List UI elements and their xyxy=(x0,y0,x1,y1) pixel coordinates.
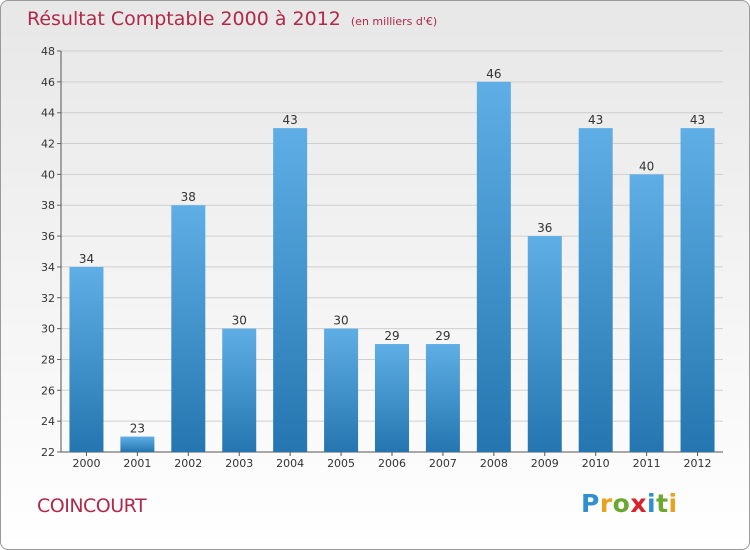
x-tick-label: 2008 xyxy=(480,457,508,470)
y-tick-label: 42 xyxy=(41,138,55,151)
bar-value-label: 34 xyxy=(79,252,94,266)
x-tick-label: 2009 xyxy=(531,457,559,470)
y-tick-label: 28 xyxy=(41,353,55,366)
bar xyxy=(578,128,613,452)
logo-letter: x xyxy=(630,489,647,518)
x-tick-label: 2003 xyxy=(225,457,253,470)
bar xyxy=(375,344,409,452)
y-tick-label: 38 xyxy=(41,199,55,212)
bar-value-label: 46 xyxy=(486,67,501,81)
bar xyxy=(324,328,359,452)
bar-value-label: 38 xyxy=(181,190,196,204)
bar-value-label: 43 xyxy=(690,113,705,127)
bar-value-label: 36 xyxy=(537,221,552,235)
proxiti-logo: Proxiti xyxy=(581,489,678,518)
logo-letter: t xyxy=(656,489,669,518)
bar xyxy=(222,328,257,452)
logo-letter: o xyxy=(612,489,631,518)
y-tick-label: 46 xyxy=(41,76,55,89)
bar xyxy=(629,174,664,452)
y-tick-label: 30 xyxy=(41,323,55,336)
bar xyxy=(680,128,715,452)
bar xyxy=(425,344,460,452)
y-tick-label: 34 xyxy=(41,261,55,274)
y-tick-label: 40 xyxy=(41,168,55,181)
y-tick-label: 24 xyxy=(41,415,55,428)
x-tick-label: 2005 xyxy=(327,457,355,470)
bar xyxy=(171,205,206,452)
bar-value-label: 43 xyxy=(283,113,298,127)
bar xyxy=(273,128,308,452)
y-tick-label: 26 xyxy=(41,384,55,397)
y-tick-label: 48 xyxy=(41,45,55,58)
bar xyxy=(476,81,511,452)
commune-name: COINCOURT xyxy=(37,495,147,517)
bar-value-label: 30 xyxy=(333,314,348,328)
chart-title: Résultat Comptable 2000 à 2012 (en millie… xyxy=(27,8,437,30)
bar-value-label: 29 xyxy=(435,329,450,343)
bar xyxy=(527,236,562,452)
x-tick-label: 2000 xyxy=(72,457,100,470)
x-tick-label: 2011 xyxy=(633,457,661,470)
x-tick-label: 2007 xyxy=(429,457,457,470)
y-tick-label: 32 xyxy=(41,292,55,305)
x-tick-label: 2004 xyxy=(276,457,304,470)
bar-value-label: 43 xyxy=(588,113,603,127)
bar-value-label: 30 xyxy=(232,314,247,328)
logo-letter: r xyxy=(599,489,613,518)
bar-value-label: 23 xyxy=(130,422,145,436)
x-tick-label: 2012 xyxy=(684,457,712,470)
logo-letter: i xyxy=(668,489,678,518)
bar-value-label: 29 xyxy=(384,329,399,343)
x-tick-label: 2002 xyxy=(174,457,202,470)
bar xyxy=(120,436,155,452)
y-tick-label: 22 xyxy=(41,446,55,459)
chart-subtitle: (en milliers d'€) xyxy=(350,15,438,28)
x-tick-label: 2006 xyxy=(378,457,406,470)
bar-value-label: 40 xyxy=(639,159,654,173)
y-tick-label: 44 xyxy=(41,107,55,120)
x-tick-label: 2001 xyxy=(123,457,151,470)
bar xyxy=(69,266,104,452)
y-tick-label: 36 xyxy=(41,230,55,243)
x-tick-label: 2010 xyxy=(582,457,610,470)
logo-letter: i xyxy=(647,489,657,518)
chart-title-text: Résultat Comptable 2000 à 2012 xyxy=(27,8,341,30)
logo-letter: P xyxy=(581,489,600,518)
